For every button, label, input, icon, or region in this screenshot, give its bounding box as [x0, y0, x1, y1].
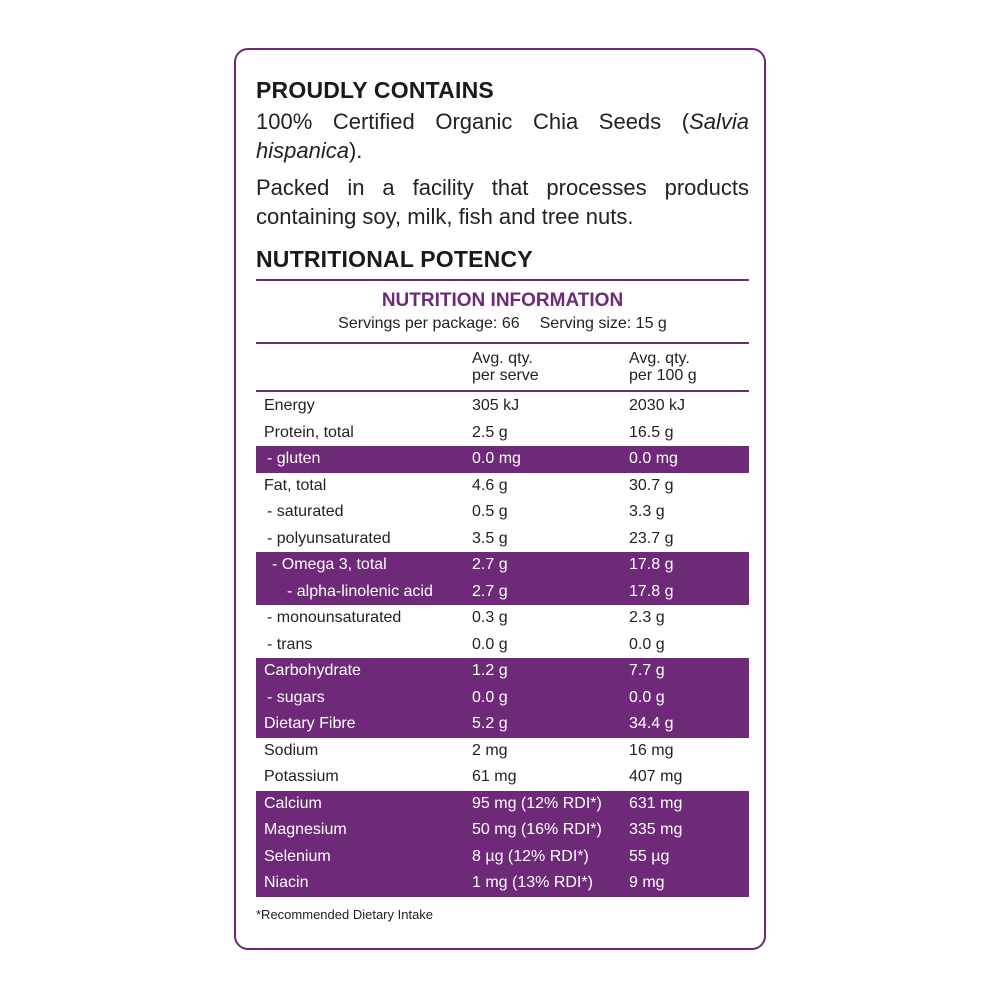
per-serve-value: 95 mg (12% RDI*): [472, 794, 602, 812]
per-serve-value: 2.5 g: [472, 423, 508, 441]
potency-heading: NUTRITIONAL POTENCY: [256, 246, 533, 272]
per-100g-value: 0.0 g: [629, 635, 665, 653]
nutrient-name: Energy: [264, 397, 315, 414]
per-100g-value: 16 mg: [629, 741, 674, 759]
per-serve-value: 305 kJ: [472, 397, 520, 414]
divider: [256, 342, 749, 344]
table-row: - polyunsaturated 3.5 g 23.7 g: [256, 526, 749, 553]
per-100g-value: 0.0 mg: [629, 450, 678, 467]
nutrient-name: Sodium: [264, 741, 319, 759]
nutrient-name: - trans: [267, 635, 313, 653]
table-row: Energy 305 kJ 2030 kJ: [256, 393, 749, 420]
footnote: *Recommended Dietary Intake: [256, 907, 434, 922]
nutrient-name: Dietary Fibre: [264, 715, 356, 732]
nutrient-name: - alpha-linolenic acid: [287, 582, 433, 600]
nutrient-name: - monounsaturated: [267, 609, 402, 626]
per-serve-value: 1.2 g: [472, 662, 508, 679]
per-100g-value: 407 mg: [629, 768, 683, 785]
nutrient-name: Fat, total: [264, 476, 327, 494]
col-header-line: per 100 g: [629, 367, 697, 384]
allergen-text: Packed in a facility that processes prod…: [256, 175, 749, 229]
per-100g-value: 17.8 g: [629, 556, 674, 573]
nutrient-name: Niacin: [264, 874, 309, 891]
per-100g-value: 2030 kJ: [629, 397, 686, 414]
servings-per-package: Servings per package: 66: [338, 315, 520, 332]
per-serve-value: 0.0 mg: [472, 450, 521, 467]
per-100g-value: 23.7 g: [629, 529, 674, 547]
per-100g-value: 335 mg: [629, 821, 683, 838]
divider: [256, 279, 749, 281]
table-row: - monounsaturated 0.3 g 2.3 g: [256, 605, 749, 632]
per-serve-value: 61 mg: [472, 768, 517, 785]
table-row: Calcium 95 mg (12% RDI*) 631 mg: [256, 790, 749, 817]
per-serve-value: 4.6 g: [472, 476, 508, 494]
table-row: - trans 0.0 g 0.0 g: [256, 632, 749, 659]
per-serve-value: 5.2 g: [472, 715, 508, 732]
per-serve-value: 0.5 g: [472, 503, 508, 520]
per-serve-value: 2.7 g: [472, 582, 508, 600]
nutrient-name: - Omega 3, total: [272, 556, 387, 573]
table-row: Niacin 1 mg (13% RDI*) 9 mg: [256, 870, 749, 897]
per-serve-value: 0.3 g: [472, 609, 508, 626]
nutrient-name: Potassium: [264, 768, 339, 785]
table-row: - gluten 0.0 mg 0.0 mg: [256, 446, 749, 473]
table-row: - alpha-linolenic acid 2.7 g 17.8 g: [256, 578, 749, 605]
nutrient-name: - sugars: [267, 688, 325, 706]
per-100g-value: 2.3 g: [629, 609, 665, 626]
ingredients-suffix: ).: [348, 138, 363, 163]
divider: [256, 390, 749, 392]
per-100g-value: 55 µg: [629, 847, 670, 865]
table-row: Sodium 2 mg 16 mg: [256, 738, 749, 765]
column-header-per-serve: Avg. qty. per serve: [472, 350, 539, 384]
per-serve-value: 0.0 g: [472, 688, 508, 706]
per-100g-value: 631 mg: [629, 794, 683, 812]
nutrient-name: - polyunsaturated: [267, 529, 391, 547]
ingredients-latin-name: Salvia hispanica: [256, 109, 749, 163]
per-100g-value: 34.4 g: [629, 715, 674, 732]
table-row: Selenium 8 µg (12% RDI*) 55 µg: [256, 843, 749, 870]
column-header-per-100g: Avg. qty. per 100 g: [629, 350, 697, 384]
per-serve-value: 1 mg (13% RDI*): [472, 874, 593, 891]
ingredients-prefix: 100% Certified Organic Chia Seeds (: [256, 109, 690, 134]
per-100g-value: 30.7 g: [629, 476, 674, 494]
per-serve-value: 2.7 g: [472, 556, 508, 573]
per-100g-value: 17.8 g: [629, 582, 674, 600]
nutrient-name: - saturated: [267, 503, 344, 520]
col-header-line: Avg. qty.: [629, 350, 690, 367]
nutrient-name: Calcium: [264, 794, 322, 812]
per-serve-value: 0.0 g: [472, 635, 508, 653]
serving-size: Serving size: 15 g: [539, 315, 667, 332]
nutrition-table: Energy 305 kJ 2030 kJ Protein, total 2.5 g 16…: [256, 393, 749, 897]
table-row: Magnesium 50 mg (16% RDI*) 335 mg: [256, 817, 749, 844]
per-serve-value: 2 mg: [472, 741, 508, 759]
per-serve-value: 50 mg (16% RDI*): [472, 821, 602, 838]
table-row: Potassium 61 mg 407 mg: [256, 764, 749, 791]
contains-heading: PROUDLY CONTAINS: [256, 77, 494, 103]
nutrition-title: NUTRITION INFORMATION: [381, 290, 624, 311]
nutrient-name: Carbohydrate: [264, 662, 361, 679]
nutrient-name: Selenium: [264, 847, 331, 865]
per-serve-value: 8 µg (12% RDI*): [472, 847, 589, 865]
nutrient-name: Magnesium: [264, 821, 347, 838]
serving-info: Servings per package: 66 Serving size: 15…: [256, 315, 749, 333]
per-100g-value: 3.3 g: [629, 503, 665, 520]
nutrition-label-card: PROUDLY CONTAINS 100% Certified Organic …: [234, 48, 766, 950]
nutrient-name: Protein, total: [264, 423, 354, 441]
table-row: Dietary Fibre 5.2 g 34.4 g: [256, 711, 749, 738]
ingredients-text: 100% Certified Organic Chia Seeds (Salvi…: [256, 107, 749, 165]
per-serve-value: 3.5 g: [472, 529, 508, 547]
per-100g-value: 16.5 g: [629, 423, 674, 441]
per-100g-value: 0.0 g: [629, 688, 665, 706]
per-100g-value: 9 mg: [629, 874, 665, 891]
table-row: Fat, total 4.6 g 30.7 g: [256, 473, 749, 500]
col-header-line: Avg. qty.: [472, 350, 533, 367]
nutrient-name: - gluten: [267, 450, 321, 467]
col-header-line: per serve: [472, 367, 539, 384]
per-100g-value: 7.7 g: [629, 662, 665, 679]
table-row: Protein, total 2.5 g 16.5 g: [256, 420, 749, 447]
table-row: - Omega 3, total 2.7 g 17.8 g: [256, 552, 749, 579]
table-row: Carbohydrate 1.2 g 7.7 g: [256, 658, 749, 685]
table-row: - saturated 0.5 g 3.3 g: [256, 499, 749, 526]
table-row: - sugars 0.0 g 0.0 g: [256, 684, 749, 711]
